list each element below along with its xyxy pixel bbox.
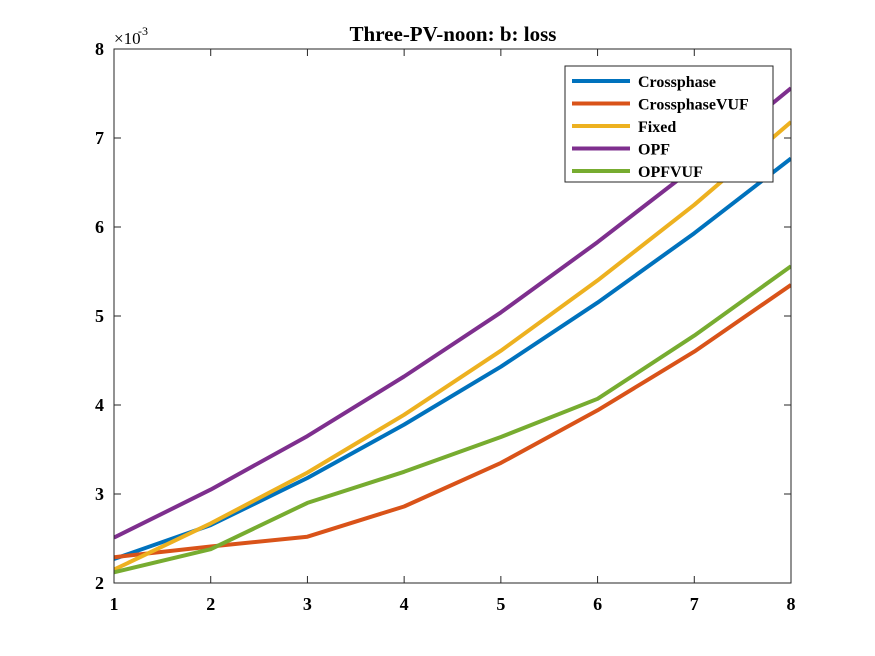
exponent-power: -3 [138,24,148,38]
chart-title: Three-PV-noon: b: loss [350,22,557,46]
y-tick-label: 7 [95,128,104,148]
series-line-opfvuf [114,264,791,575]
x-tick-label: 3 [303,594,312,614]
y-tick-label: 4 [95,395,104,415]
x-tick-label: 2 [206,594,215,614]
legend-label-crossphase: Crossphase [638,74,716,91]
x-tick-label: 1 [110,594,119,614]
legend-label-crossphasevuf: CrossphaseVUF [638,97,749,114]
y-tick-label: 3 [95,484,104,504]
exponent-base: ×10 [114,29,141,48]
series-line-crossphase [114,156,791,561]
y-tick-label: 6 [95,217,104,237]
x-tick-labels: 1 2 3 4 5 6 7 8 [110,594,796,614]
series-line-fixed [114,120,791,572]
x-tick-label: 4 [400,594,409,614]
legend-label-fixed: Fixed [638,119,676,136]
axis-ticks [113,48,792,584]
y-axis-exponent: ×10 -3 [114,24,148,48]
series-line-crossphasevuf [114,283,791,560]
legend-label-opf: OPF [638,142,670,159]
legend-label-opfvuf: OPFVUF [638,164,703,181]
y-tick-label: 5 [95,306,104,326]
legend: Crossphase CrossphaseVUF Fixed OPF OPFVUF [564,65,774,183]
x-tick-label: 8 [787,594,796,614]
x-tick-label: 5 [496,594,505,614]
y-tick-labels: 2 3 4 5 6 7 8 [95,39,104,593]
x-tick-label: 6 [593,594,602,614]
y-tick-label: 8 [95,39,104,59]
x-tick-label: 7 [690,594,699,614]
y-tick-label: 2 [95,573,104,593]
